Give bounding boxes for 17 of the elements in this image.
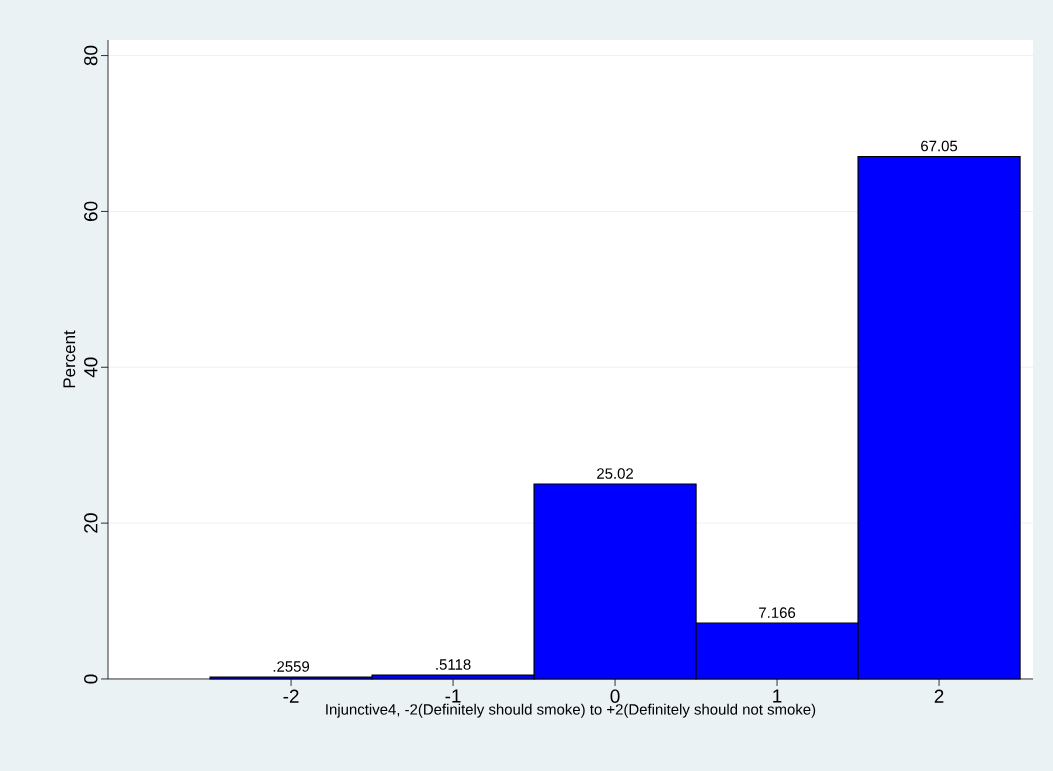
y-tick-label: 80	[84, 45, 98, 66]
x-tick-label: 2	[934, 689, 944, 703]
y-tick-label: 40	[84, 357, 98, 378]
y-tick-label: 60	[84, 201, 98, 221]
y-axis-title: Percent	[63, 330, 76, 388]
y-tick-label: 0	[84, 674, 98, 684]
x-axis-title: Injunctive4, -2(Definitely should smoke) to +2(Definitely should not smoke)	[326, 703, 816, 718]
y-tick-label: 20	[84, 513, 98, 533]
data-label: 67.05	[921, 140, 958, 152]
data-label: .2559	[273, 661, 310, 672]
x-tick-label: -2	[283, 689, 299, 703]
data-label: .5118	[436, 659, 471, 670]
data-label: 25.02	[597, 468, 633, 479]
x-tick-label: 1	[773, 689, 782, 703]
x-tick-label: -1	[445, 689, 461, 703]
x-tick-label: 0	[610, 689, 620, 703]
data-label: 7.166	[759, 607, 796, 618]
